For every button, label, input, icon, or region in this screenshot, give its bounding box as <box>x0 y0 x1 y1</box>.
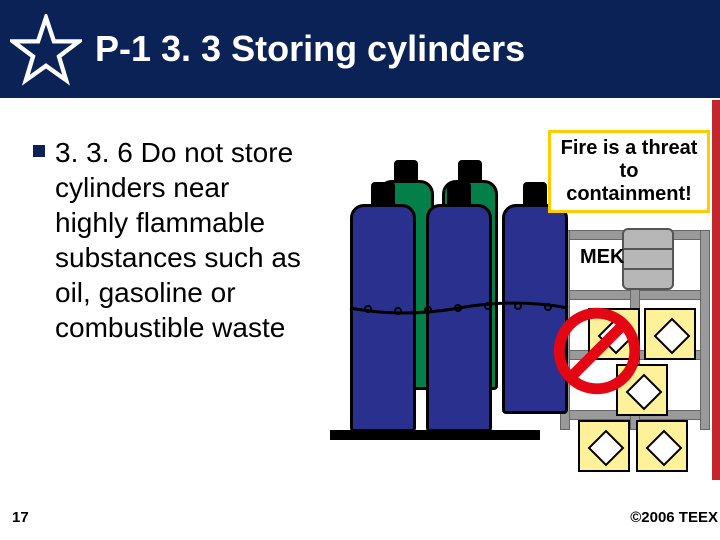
bullet-text: 3. 3. 6 Do not store cylinders near high… <box>55 135 305 345</box>
hazard-diamond-icon <box>588 430 625 467</box>
bullet-marker <box>33 145 45 157</box>
hazmat-box <box>578 420 630 472</box>
hazard-diamond-icon <box>646 430 683 467</box>
copyright: ©2006 TEEX <box>630 509 718 526</box>
accent-stripe <box>712 100 720 480</box>
callout-line: containment! <box>566 183 692 205</box>
drum-icon <box>622 228 674 290</box>
hazmat-box <box>636 420 688 472</box>
cylinder-front <box>350 204 416 432</box>
prohibition-icon <box>552 306 642 396</box>
chain-icon <box>348 300 570 316</box>
callout-line: Fire is a threat <box>561 137 698 159</box>
page-number: 17 <box>12 509 29 526</box>
star-icon <box>10 14 82 86</box>
slide-header: P-1 3. 3 Storing cylinders <box>0 0 720 98</box>
cylinder-front <box>426 204 492 432</box>
warning-callout: Fire is a threat to containment! <box>548 130 710 213</box>
cylinder-cap <box>447 182 471 206</box>
callout-line: to <box>620 160 639 182</box>
cylinder-cap <box>371 182 395 206</box>
mek-label: MEK <box>580 246 624 269</box>
bullet-block: 3. 3. 6 Do not store cylinders near high… <box>55 135 305 345</box>
hazmat-box <box>644 308 696 360</box>
slide-title: P-1 3. 3 Storing cylinders <box>95 28 525 70</box>
cylinder-cap <box>523 182 547 206</box>
illustration: Fire is a threat to containment! MEK <box>330 120 710 480</box>
hazard-diamond-icon <box>654 318 691 355</box>
